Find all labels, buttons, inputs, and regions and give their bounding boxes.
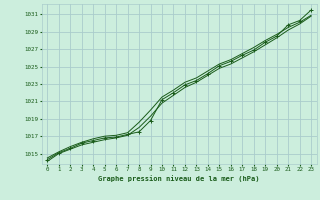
X-axis label: Graphe pression niveau de la mer (hPa): Graphe pression niveau de la mer (hPa)	[99, 175, 260, 182]
